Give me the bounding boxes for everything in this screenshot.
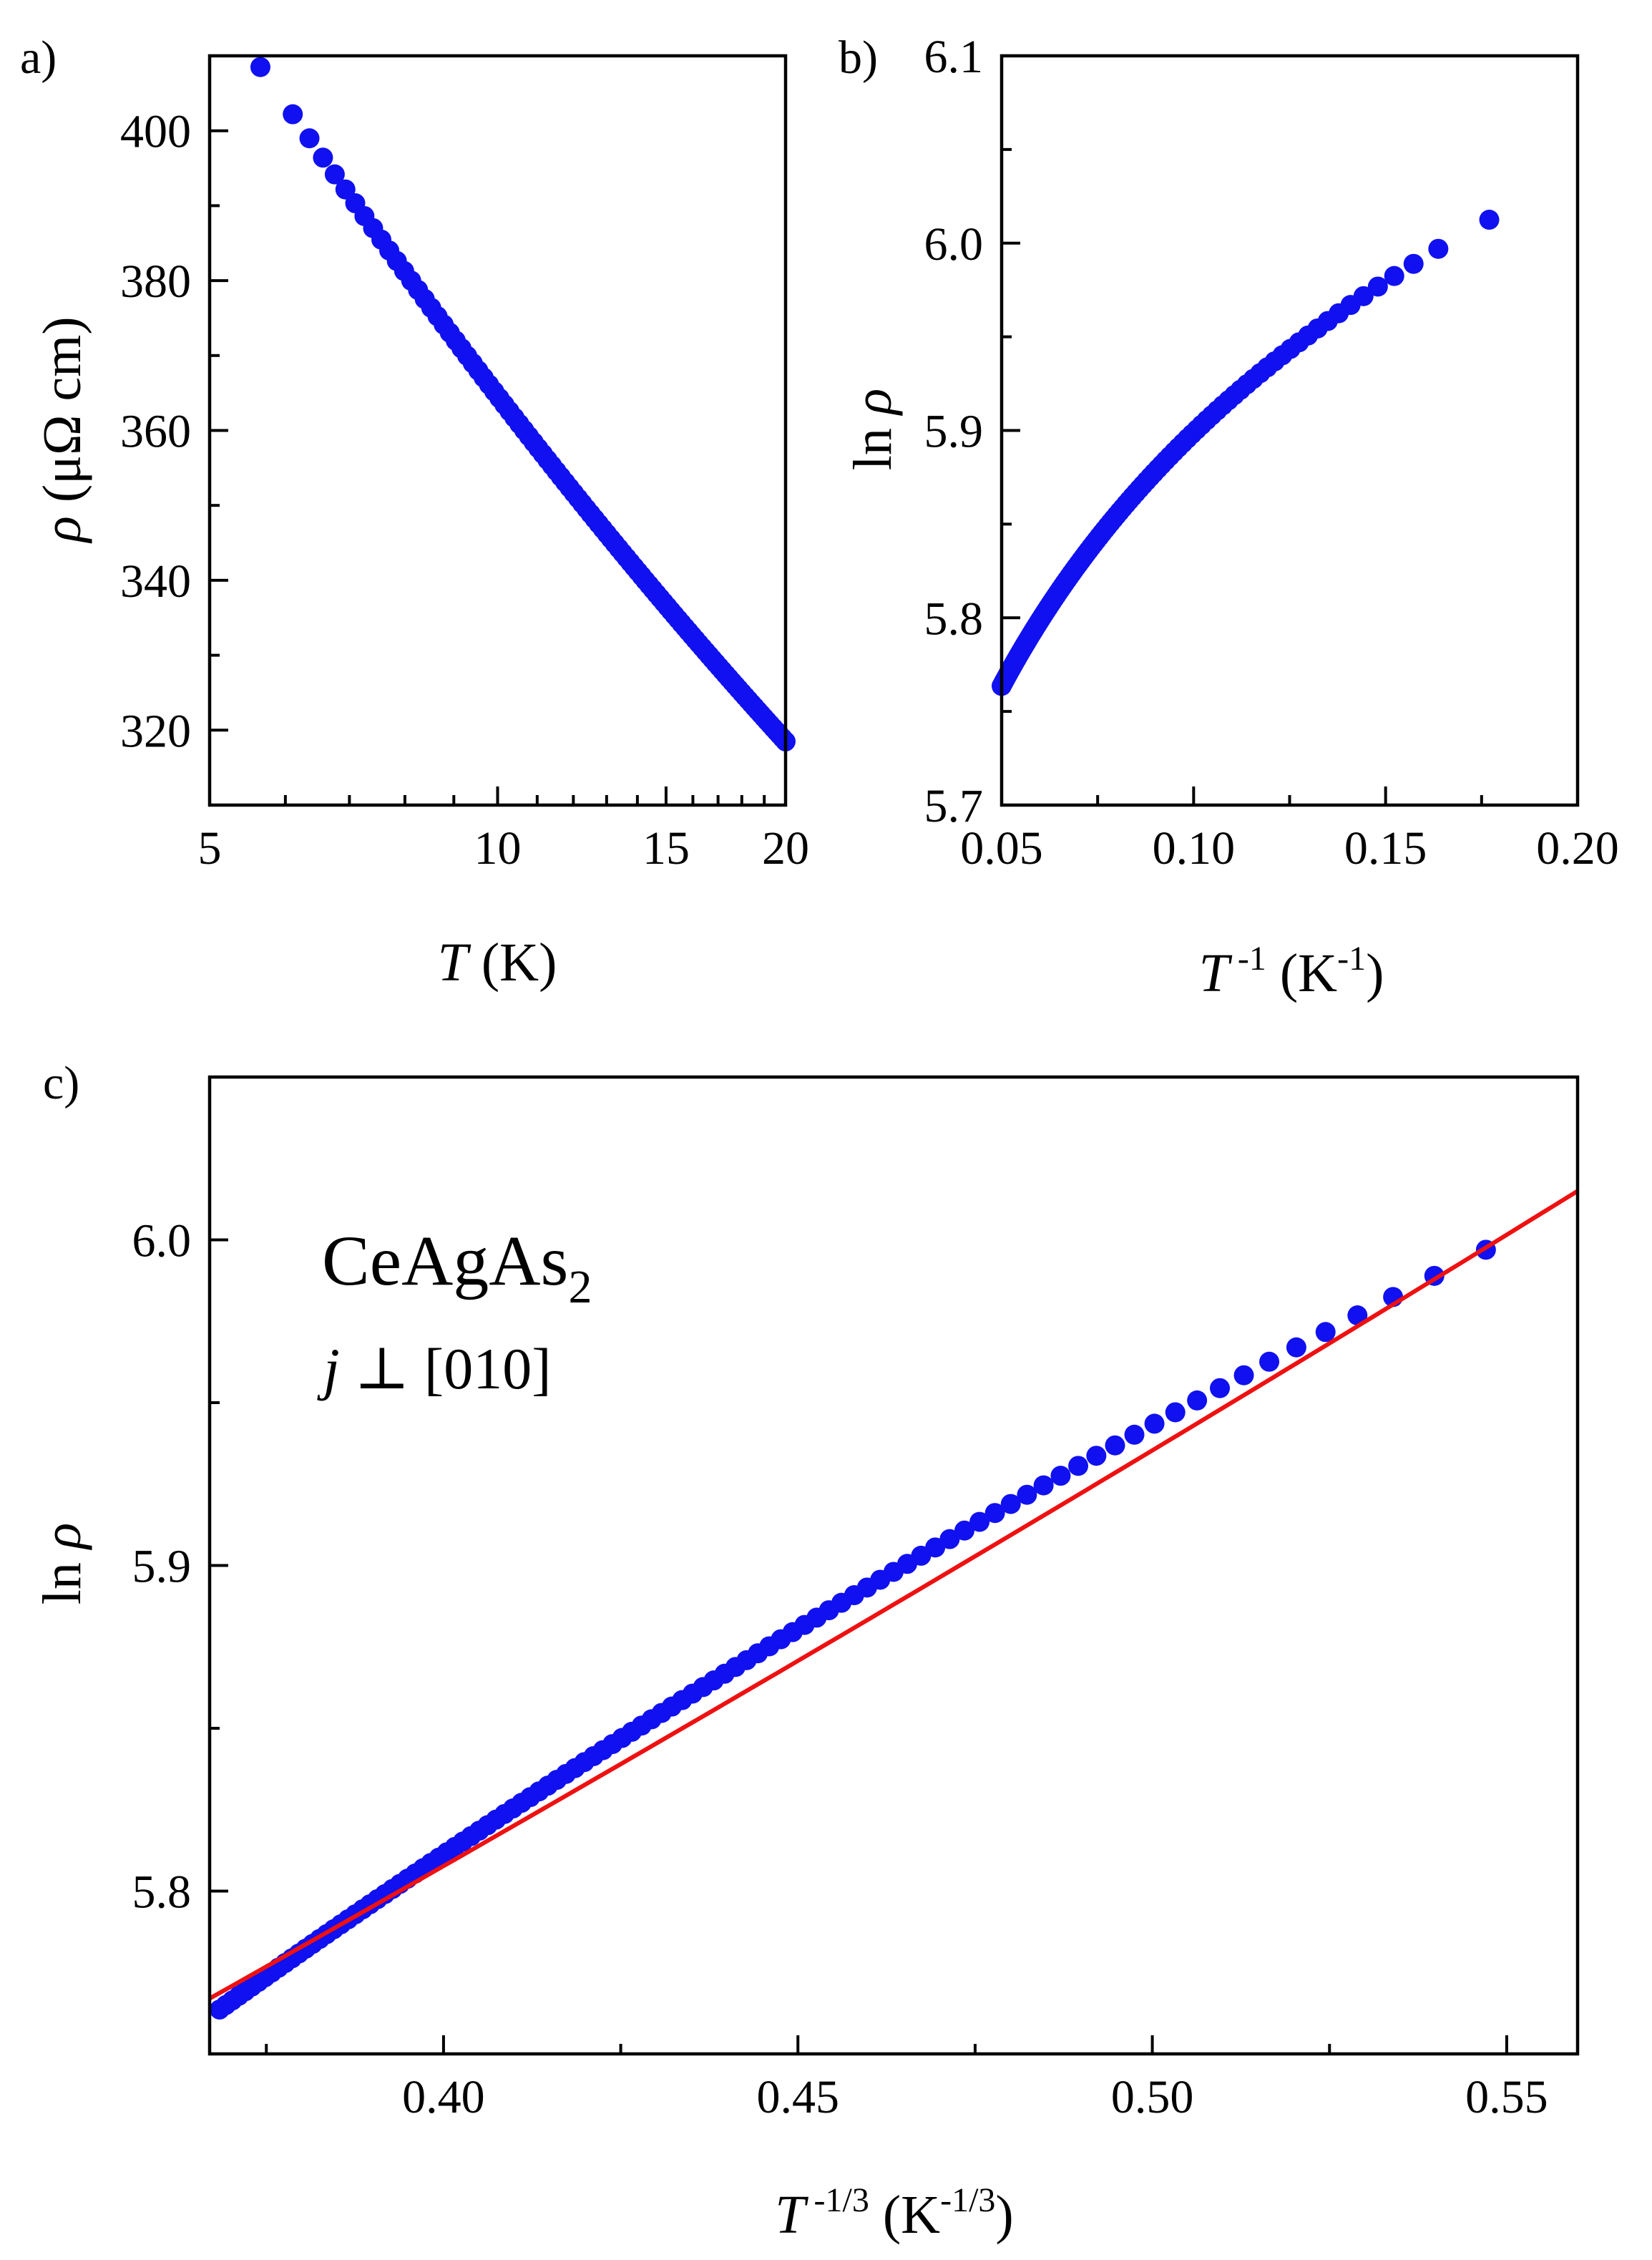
- data-point-c: [969, 1511, 990, 1532]
- x-tick-label-c: 0.45: [757, 2071, 840, 2123]
- x-axis-label-c: T -1/3 (K-1/3): [775, 2181, 1013, 2245]
- y-tick-label-b: 5.7: [924, 780, 984, 832]
- x-tick-label-b: 0.05: [960, 822, 1043, 875]
- x-tick-label-c: 0.50: [1111, 2071, 1194, 2123]
- x-tick-label-a: 5: [198, 822, 222, 875]
- y-tick-label-c: 5.9: [132, 1541, 192, 1593]
- points-c: [209, 1239, 1496, 2020]
- plot-frame-a: [207, 54, 788, 807]
- data-point-c: [1124, 1424, 1145, 1445]
- data-point-a: [299, 128, 320, 149]
- x-tick-label-c: 0.40: [402, 2071, 485, 2123]
- ticks-a: 5 10 15 20 320 340 360 380 400: [120, 54, 809, 875]
- y-tick-label-a: 320: [120, 705, 191, 757]
- x-axis-label-a: T (K): [438, 932, 557, 993]
- y-axis-label-c: ln ρ: [32, 1523, 92, 1605]
- data-point-a: [335, 179, 356, 200]
- panel-a: a) 5 10 15 20 320 340 360 380 400 T (K) ρ (μΩ cm…: [20, 31, 809, 993]
- x-tick-label-c: 0.55: [1465, 2071, 1548, 2123]
- y-tick-label-b: 5.9: [924, 406, 984, 458]
- x-tick-label-b: 0.10: [1153, 822, 1236, 875]
- y-tick-label-b: 6.0: [924, 218, 984, 271]
- x-tick-label-a: 20: [762, 822, 809, 875]
- panel-label-a: a): [20, 31, 57, 84]
- y-tick-label-a: 400: [120, 106, 191, 158]
- data-point-c: [1347, 1305, 1368, 1326]
- data-point-c: [1050, 1466, 1071, 1486]
- y-tick-label-b: 5.8: [924, 593, 984, 645]
- y-tick-label-a: 340: [120, 555, 191, 608]
- data-point-c: [1187, 1390, 1208, 1411]
- data-point-a: [324, 164, 345, 185]
- y-axis-label-a: ρ (μΩ cm): [32, 316, 92, 543]
- data-point-c: [1315, 1322, 1336, 1343]
- compound-annotation: CeAgAs2: [322, 1221, 592, 1313]
- data-point-c: [1259, 1351, 1280, 1372]
- data-point-c: [1000, 1494, 1021, 1514]
- data-point-c: [1233, 1365, 1254, 1385]
- data-point-a: [283, 104, 303, 125]
- y-axis-label-b: ln ρ: [843, 389, 903, 471]
- y-tick-label-c: 5.8: [132, 1866, 192, 1919]
- x-tick-label-a: 10: [474, 822, 522, 875]
- fit-line: [208, 1189, 1579, 2001]
- x-tick-label-b: 0.15: [1344, 822, 1427, 875]
- panel-label-b: b): [839, 31, 878, 84]
- plot-frame-b: [999, 54, 1580, 807]
- y-tick-label-a: 360: [120, 406, 191, 458]
- data-point-c: [939, 1529, 960, 1549]
- data-point-c: [1068, 1456, 1089, 1476]
- x-axis-label-b: T -1 (K-1): [1199, 940, 1384, 1003]
- panel-c: c) 0.40 0.45 0.50 0.55 5.8 5.9 6.0 CeAgAs2 j ⊥…: [32, 1057, 1580, 2245]
- data-point-b: [1384, 266, 1404, 286]
- data-point-c: [1165, 1402, 1186, 1423]
- data-point-a: [313, 147, 333, 168]
- data-point-c: [954, 1520, 974, 1541]
- current-direction-annotation: j ⊥ [010]: [317, 1336, 552, 1401]
- data-point-b: [1479, 210, 1500, 230]
- data-point-c: [1033, 1475, 1054, 1496]
- data-point-c: [1105, 1435, 1125, 1456]
- y-tick-label-b: 6.1: [924, 31, 984, 83]
- data-point-a: [250, 57, 270, 77]
- panel-b: b) 0.05 0.10 0.15 0.20 5.7 5.8 5.9 6.0 6.1 T -1 …: [839, 31, 1619, 1003]
- data-point-c: [1017, 1484, 1037, 1505]
- points-b: [992, 210, 1500, 696]
- y-tick-label-a: 380: [120, 255, 191, 308]
- data-point-c: [1086, 1446, 1107, 1466]
- panel-label-c: c): [43, 1057, 79, 1109]
- data-point-c: [1144, 1413, 1165, 1434]
- data-point-c: [1210, 1378, 1231, 1398]
- plot-frame-c: [207, 1075, 1580, 2056]
- data-point-c: [209, 2000, 230, 2020]
- points-a: [250, 57, 796, 752]
- data-point-b: [1403, 253, 1424, 274]
- x-tick-label-b: 0.20: [1536, 822, 1619, 875]
- x-tick-label-a: 15: [642, 822, 690, 875]
- data-point-c: [1286, 1337, 1306, 1358]
- ticks-b: 0.05 0.10 0.15 0.20 5.7 5.8 5.9 6.0 6.1: [924, 31, 1619, 875]
- y-tick-label-c: 6.0: [132, 1215, 192, 1267]
- data-point-c: [984, 1503, 1005, 1524]
- data-point-b: [1428, 238, 1449, 259]
- data-point-b: [1367, 276, 1388, 297]
